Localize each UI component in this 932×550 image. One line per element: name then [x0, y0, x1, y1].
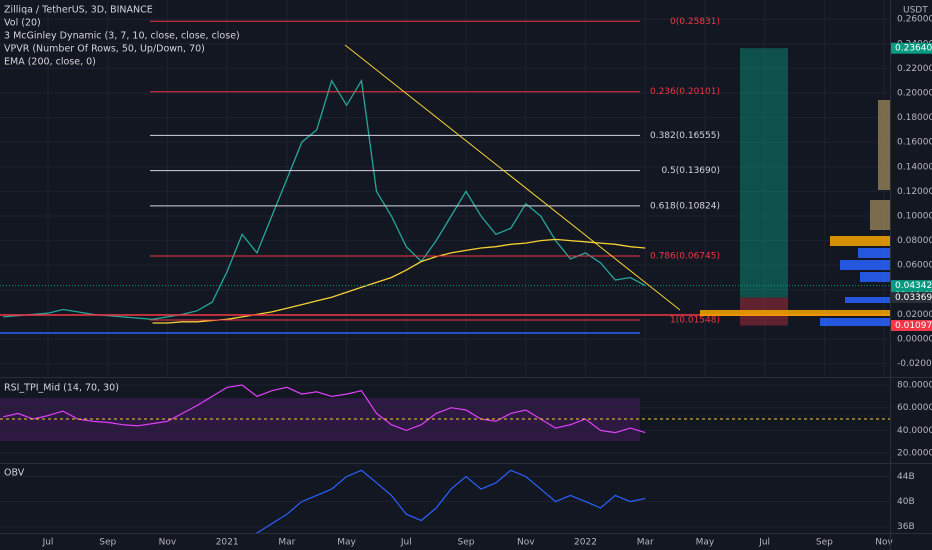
- price-badge-label: 0.04342: [895, 281, 932, 291]
- time-label: May: [696, 538, 715, 548]
- time-label: Sep: [816, 538, 833, 548]
- symbol-legend: Zilliqa / TetherUS, 3D, BINANCE: [4, 5, 153, 16]
- indicator-legend: EMA (200, close, 0): [4, 57, 96, 68]
- fib-label: 0.786(0.06745): [650, 252, 720, 262]
- time-label: Jul: [400, 538, 412, 548]
- price-tick-label: 0.26000: [897, 15, 932, 25]
- vp-bar: [700, 310, 890, 316]
- price-tick-label: 60.00000: [897, 403, 932, 413]
- volume-profile: [700, 100, 890, 326]
- vp-bar: [830, 236, 890, 246]
- obv-legend: OBV: [4, 468, 25, 479]
- series-line: [255, 469, 646, 533]
- price-tick-label: 0.08000: [897, 236, 932, 246]
- price-badge-label: 0.01097: [895, 321, 932, 331]
- time-label: Sep: [99, 538, 116, 548]
- time-label: Mar: [278, 538, 295, 548]
- price-badge-label: 0.03369: [895, 293, 932, 303]
- price-tick-label: 0.20000: [897, 88, 932, 98]
- vp-bar: [870, 200, 890, 230]
- price-tick-label: 36B: [897, 522, 915, 532]
- fib-label: 0(0.25831): [670, 17, 720, 27]
- price-tick-label: 44B: [897, 472, 915, 482]
- price-tick-label: 0.18000: [897, 113, 932, 123]
- price-tick-label: -0.02000: [897, 359, 932, 369]
- time-label: 2021: [216, 538, 239, 548]
- indicator-legend: 3 McGinley Dynamic (3, 7, 10, close, clo…: [4, 31, 240, 42]
- price-pane: 0(0.25831) 0.236(0.20101) 0.382(0.16555) 0.…: [0, 0, 890, 377]
- position-profit: [740, 48, 788, 298]
- series-line: [152, 238, 646, 324]
- axis-unit: USDT: [903, 6, 928, 16]
- indicator-legend: Vol (20): [4, 18, 41, 29]
- vp-bar: [845, 297, 890, 303]
- time-label: Nov: [517, 538, 535, 548]
- vp-bar: [878, 100, 890, 190]
- price-tick-label: 20.00000: [897, 449, 932, 459]
- price-tick-label: 0.02000: [897, 310, 932, 320]
- price-tick-label: 0.16000: [897, 138, 932, 148]
- price-badge-label: 0.23640: [895, 44, 932, 54]
- vp-bar: [858, 248, 890, 258]
- obv-pane: [0, 469, 890, 533]
- price-tick-label: 40.00000: [897, 426, 932, 436]
- vp-bar: [820, 318, 890, 326]
- price-tick-label: 0.10000: [897, 211, 932, 221]
- price-badge: [891, 319, 932, 331]
- price-tick-label: 0.06000: [897, 261, 932, 271]
- price-tick-label: 40B: [897, 497, 915, 507]
- vp-bar: [860, 272, 890, 282]
- fib-label: 1(0.01548): [670, 315, 720, 325]
- time-label: Jul: [42, 538, 54, 548]
- fib-label: 0.236(0.20101): [650, 87, 720, 97]
- time-label: 2022: [574, 538, 597, 548]
- trend-line: [344, 44, 681, 311]
- price-badge: [891, 292, 932, 304]
- time-label: Nov: [159, 538, 177, 548]
- time-label: Sep: [458, 538, 475, 548]
- price-tick-label: 0.22000: [897, 64, 932, 74]
- series-line: [3, 384, 646, 434]
- price-tick-label: 80.00000: [897, 381, 932, 391]
- time-label: Jul: [758, 538, 770, 548]
- vp-bar: [840, 260, 890, 270]
- price-tick-label: 0.14000: [897, 162, 932, 172]
- fib-label: 0.382(0.16555): [650, 131, 720, 141]
- indicator-legend: VPVR (Number Of Rows, 50, Up/Down, 70): [4, 44, 205, 55]
- price-badge: [891, 42, 932, 54]
- price-tick-label: 0.12000: [897, 187, 932, 197]
- series-line: [3, 78, 646, 320]
- axes: Jul Sep Nov 2021 Mar May Jul Sep Nov 2022 Mar May Ju…: [42, 15, 932, 548]
- price-tick-label: 0.00000: [897, 334, 932, 344]
- time-label: May: [337, 538, 356, 548]
- rsi-legend: RSI_TPI_Mid (14, 70, 30): [4, 383, 119, 394]
- fib-label: 0.5(0.13690): [661, 166, 720, 176]
- fib-label: 0.618(0.10824): [650, 201, 720, 211]
- time-label: Nov: [875, 538, 893, 548]
- time-label: Mar: [637, 538, 654, 548]
